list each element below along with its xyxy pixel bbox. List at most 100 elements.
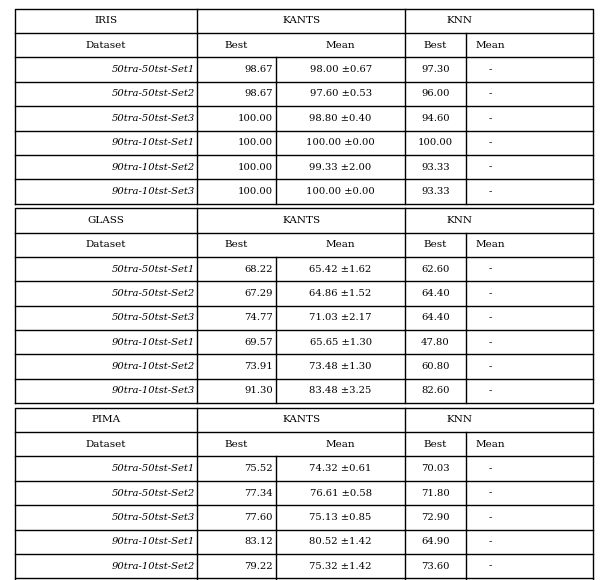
- Text: PIMA: PIMA: [92, 415, 121, 425]
- Text: GLASS: GLASS: [88, 216, 125, 225]
- Text: 65.42 ±1.62: 65.42 ±1.62: [309, 264, 371, 274]
- Text: KANTS: KANTS: [282, 216, 320, 225]
- Text: Best: Best: [424, 440, 447, 449]
- Text: 90tra-10tst-Set1: 90tra-10tst-Set1: [111, 138, 195, 147]
- Text: 64.86 ±1.52: 64.86 ±1.52: [309, 289, 371, 298]
- Text: -: -: [489, 386, 492, 396]
- Text: Dataset: Dataset: [86, 41, 126, 50]
- Text: -: -: [489, 65, 492, 74]
- Text: 73.60: 73.60: [421, 561, 450, 571]
- Text: 69.57: 69.57: [244, 338, 273, 347]
- Text: 67.29: 67.29: [244, 289, 273, 298]
- Text: 75.13 ±0.85: 75.13 ±0.85: [309, 513, 372, 522]
- Text: 90tra-10tst-Set1: 90tra-10tst-Set1: [111, 537, 195, 546]
- Text: 50tra-50tst-Set3: 50tra-50tst-Set3: [111, 513, 195, 522]
- Text: 98.67: 98.67: [244, 65, 273, 74]
- Text: 90tra-10tst-Set3: 90tra-10tst-Set3: [111, 386, 195, 396]
- Text: -: -: [489, 187, 492, 196]
- Text: 64.90: 64.90: [421, 537, 450, 546]
- Text: -: -: [489, 513, 492, 522]
- Text: 73.48 ±1.30: 73.48 ±1.30: [309, 362, 372, 371]
- Text: 70.03: 70.03: [421, 464, 450, 473]
- Text: 93.33: 93.33: [421, 162, 450, 172]
- Text: Mean: Mean: [475, 440, 505, 449]
- Text: Best: Best: [225, 440, 248, 449]
- Text: 90tra-10tst-Set2: 90tra-10tst-Set2: [111, 561, 195, 571]
- Text: 77.34: 77.34: [244, 488, 273, 498]
- Text: 91.30: 91.30: [244, 386, 273, 396]
- Text: 100.00: 100.00: [238, 138, 273, 147]
- Text: 71.03 ±2.17: 71.03 ±2.17: [309, 313, 372, 322]
- Text: 100.00 ±0.00: 100.00 ±0.00: [306, 187, 375, 196]
- Text: 99.33 ±2.00: 99.33 ±2.00: [309, 162, 371, 172]
- Text: KNN: KNN: [447, 16, 473, 26]
- Text: -: -: [489, 362, 492, 371]
- Text: 90tra-10tst-Set2: 90tra-10tst-Set2: [111, 362, 195, 371]
- Text: Best: Best: [424, 240, 447, 249]
- Text: -: -: [489, 89, 492, 99]
- Text: 98.67: 98.67: [244, 89, 273, 99]
- Text: 74.77: 74.77: [244, 313, 273, 322]
- Text: 62.60: 62.60: [421, 264, 449, 274]
- Text: Best: Best: [225, 41, 248, 50]
- Text: -: -: [489, 488, 492, 498]
- Text: 47.80: 47.80: [421, 338, 450, 347]
- Text: -: -: [489, 313, 492, 322]
- Text: -: -: [489, 138, 492, 147]
- Text: KNN: KNN: [447, 415, 473, 425]
- Text: 50tra-50tst-Set1: 50tra-50tst-Set1: [111, 65, 195, 74]
- Text: 100.00: 100.00: [238, 187, 273, 196]
- Text: 75.32 ±1.42: 75.32 ±1.42: [309, 561, 372, 571]
- Text: 50tra-50tst-Set2: 50tra-50tst-Set2: [111, 488, 195, 498]
- Text: -: -: [489, 114, 492, 123]
- Text: -: -: [489, 561, 492, 571]
- Text: 50tra-50tst-Set1: 50tra-50tst-Set1: [111, 264, 195, 274]
- Text: 97.60 ±0.53: 97.60 ±0.53: [309, 89, 371, 99]
- Text: KNN: KNN: [447, 216, 473, 225]
- Text: 50tra-50tst-Set1: 50tra-50tst-Set1: [111, 464, 195, 473]
- Text: 71.80: 71.80: [421, 488, 450, 498]
- Text: 98.00 ±0.67: 98.00 ±0.67: [309, 65, 371, 74]
- Text: -: -: [489, 264, 492, 274]
- Text: Dataset: Dataset: [86, 240, 126, 249]
- Text: 60.80: 60.80: [421, 362, 450, 371]
- Text: Mean: Mean: [326, 440, 356, 449]
- Text: 90tra-10tst-Set2: 90tra-10tst-Set2: [111, 162, 195, 172]
- Text: 83.48 ±3.25: 83.48 ±3.25: [309, 386, 372, 396]
- Text: 74.32 ±0.61: 74.32 ±0.61: [309, 464, 372, 473]
- Text: 90tra-10tst-Set3: 90tra-10tst-Set3: [111, 187, 195, 196]
- Text: Dataset: Dataset: [86, 440, 126, 449]
- Text: 77.60: 77.60: [244, 513, 273, 522]
- Text: 64.40: 64.40: [421, 289, 450, 298]
- Text: IRIS: IRIS: [95, 16, 118, 26]
- Text: 93.33: 93.33: [421, 187, 450, 196]
- Text: 83.12: 83.12: [244, 537, 273, 546]
- Text: -: -: [489, 338, 492, 347]
- Text: 72.90: 72.90: [421, 513, 450, 522]
- Text: KANTS: KANTS: [282, 16, 320, 26]
- Text: 94.60: 94.60: [421, 114, 450, 123]
- Text: -: -: [489, 289, 492, 298]
- Text: Best: Best: [225, 240, 248, 249]
- Text: KANTS: KANTS: [282, 415, 320, 425]
- Text: Mean: Mean: [475, 240, 505, 249]
- Text: Best: Best: [424, 41, 447, 50]
- Text: 90tra-10tst-Set1: 90tra-10tst-Set1: [111, 338, 195, 347]
- Text: 79.22: 79.22: [244, 561, 273, 571]
- Text: 76.61 ±0.58: 76.61 ±0.58: [309, 488, 371, 498]
- Text: 50tra-50tst-Set2: 50tra-50tst-Set2: [111, 89, 195, 99]
- Text: 100.00: 100.00: [418, 138, 453, 147]
- Text: Mean: Mean: [475, 41, 505, 50]
- Text: 80.52 ±1.42: 80.52 ±1.42: [309, 537, 372, 546]
- Text: Mean: Mean: [326, 41, 356, 50]
- Text: 50tra-50tst-Set3: 50tra-50tst-Set3: [111, 313, 195, 322]
- Text: Mean: Mean: [326, 240, 356, 249]
- Text: -: -: [489, 537, 492, 546]
- Text: 82.60: 82.60: [421, 386, 450, 396]
- Text: 50tra-50tst-Set3: 50tra-50tst-Set3: [111, 114, 195, 123]
- Text: 73.91: 73.91: [244, 362, 273, 371]
- Text: -: -: [489, 464, 492, 473]
- Text: 50tra-50tst-Set2: 50tra-50tst-Set2: [111, 289, 195, 298]
- Text: 65.65 ±1.30: 65.65 ±1.30: [309, 338, 371, 347]
- Text: 96.00: 96.00: [421, 89, 450, 99]
